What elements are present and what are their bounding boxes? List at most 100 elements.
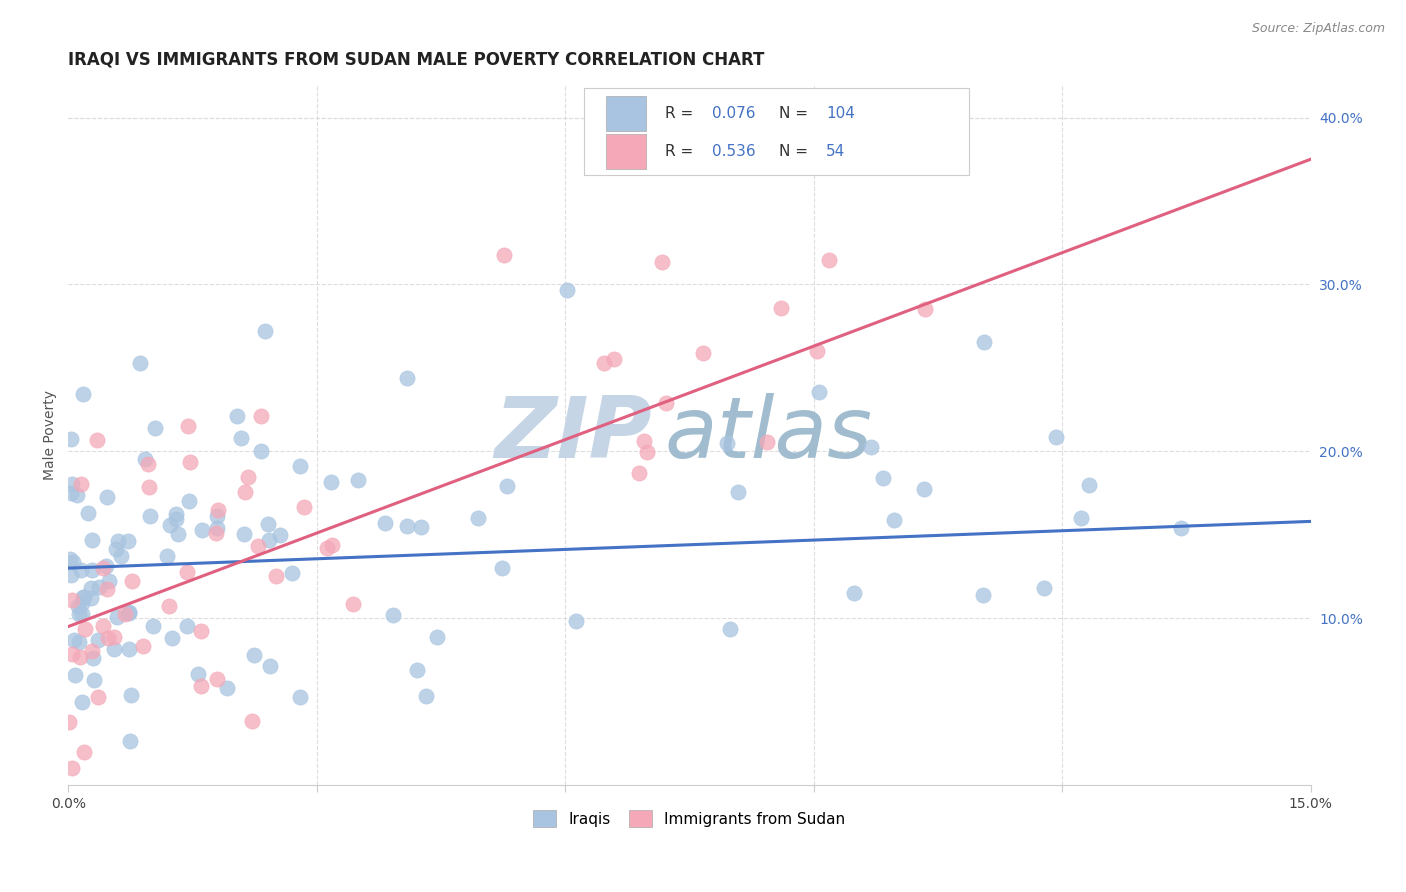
Point: [692, 346, 714, 360]
Point: [973, 335, 995, 350]
Point: [117, 642, 139, 657]
Point: [179, 494, 201, 508]
Point: [240, 714, 263, 728]
Point: [86, 434, 108, 448]
Text: R =: R =: [665, 145, 697, 159]
Point: [105, 542, 128, 557]
Point: [636, 445, 658, 459]
Point: [411, 520, 433, 534]
Point: [217, 681, 239, 695]
Point: [190, 624, 212, 638]
Point: [859, 440, 882, 454]
Point: [555, 283, 578, 297]
FancyBboxPatch shape: [606, 134, 645, 169]
Point: [187, 667, 209, 681]
Point: [292, 500, 315, 515]
Point: [381, 608, 404, 623]
Point: [91, 560, 114, 574]
Point: [69, 607, 91, 621]
Point: [319, 475, 342, 489]
Text: IRAQI VS IMMIGRANTS FROM SUDAN MALE POVERTY CORRELATION CHART: IRAQI VS IMMIGRANTS FROM SUDAN MALE POVE…: [69, 51, 765, 69]
Point: [1070, 511, 1092, 525]
Point: [165, 507, 187, 521]
Point: [120, 688, 142, 702]
Point: [718, 622, 741, 636]
Point: [627, 467, 650, 481]
Point: [415, 689, 437, 703]
Point: [229, 431, 252, 445]
Point: [405, 663, 427, 677]
Point: [97, 631, 120, 645]
Point: [132, 640, 155, 654]
Point: [89, 580, 111, 594]
Point: [97, 574, 120, 588]
Point: [806, 344, 828, 359]
Point: [70, 596, 93, 610]
Point: [246, 539, 269, 553]
Point: [395, 371, 418, 385]
Point: [73, 746, 96, 760]
Text: 0.076: 0.076: [711, 106, 755, 121]
Point: [160, 631, 183, 645]
Point: [1045, 430, 1067, 444]
Point: [651, 255, 673, 269]
FancyBboxPatch shape: [606, 96, 645, 131]
Point: [176, 619, 198, 633]
Point: [166, 527, 188, 541]
Point: [145, 420, 167, 434]
Point: [259, 533, 281, 547]
Point: [565, 614, 588, 628]
Point: [316, 541, 339, 556]
Point: [176, 565, 198, 579]
Point: [346, 473, 368, 487]
Point: [207, 672, 229, 686]
Point: [66, 488, 89, 502]
Point: [972, 588, 994, 602]
Text: N =: N =: [779, 106, 813, 121]
Point: [883, 513, 905, 527]
Point: [914, 301, 936, 316]
Point: [494, 248, 516, 262]
Text: Source: ZipAtlas.com: Source: ZipAtlas.com: [1251, 22, 1385, 36]
Point: [80, 644, 103, 658]
Point: [63, 632, 86, 647]
Point: [769, 301, 792, 315]
Point: [593, 356, 616, 370]
Point: [426, 630, 449, 644]
Point: [716, 435, 738, 450]
Point: [233, 485, 256, 500]
Point: [58, 715, 80, 730]
Point: [142, 619, 165, 633]
Point: [62, 555, 84, 569]
Point: [496, 479, 519, 493]
Point: [254, 324, 277, 338]
Point: [633, 434, 655, 448]
Point: [103, 642, 125, 657]
Point: [120, 733, 142, 747]
Point: [256, 517, 278, 532]
Point: [107, 534, 129, 549]
Point: [1078, 478, 1101, 492]
Text: 54: 54: [827, 145, 845, 159]
Point: [467, 510, 489, 524]
Point: [96, 490, 118, 504]
Point: [129, 356, 152, 370]
Point: [872, 471, 894, 485]
Point: [205, 521, 228, 535]
Point: [156, 549, 179, 564]
Point: [82, 650, 104, 665]
Point: [121, 574, 143, 588]
Point: [94, 558, 117, 573]
Text: 0.536: 0.536: [711, 145, 755, 159]
Point: [136, 458, 159, 472]
Point: [249, 444, 271, 458]
Point: [82, 533, 104, 547]
Point: [73, 591, 96, 605]
Point: [80, 582, 103, 596]
Point: [818, 252, 841, 267]
Point: [72, 387, 94, 401]
Point: [756, 435, 779, 450]
Point: [654, 395, 676, 409]
Point: [176, 418, 198, 433]
Point: [87, 690, 110, 704]
